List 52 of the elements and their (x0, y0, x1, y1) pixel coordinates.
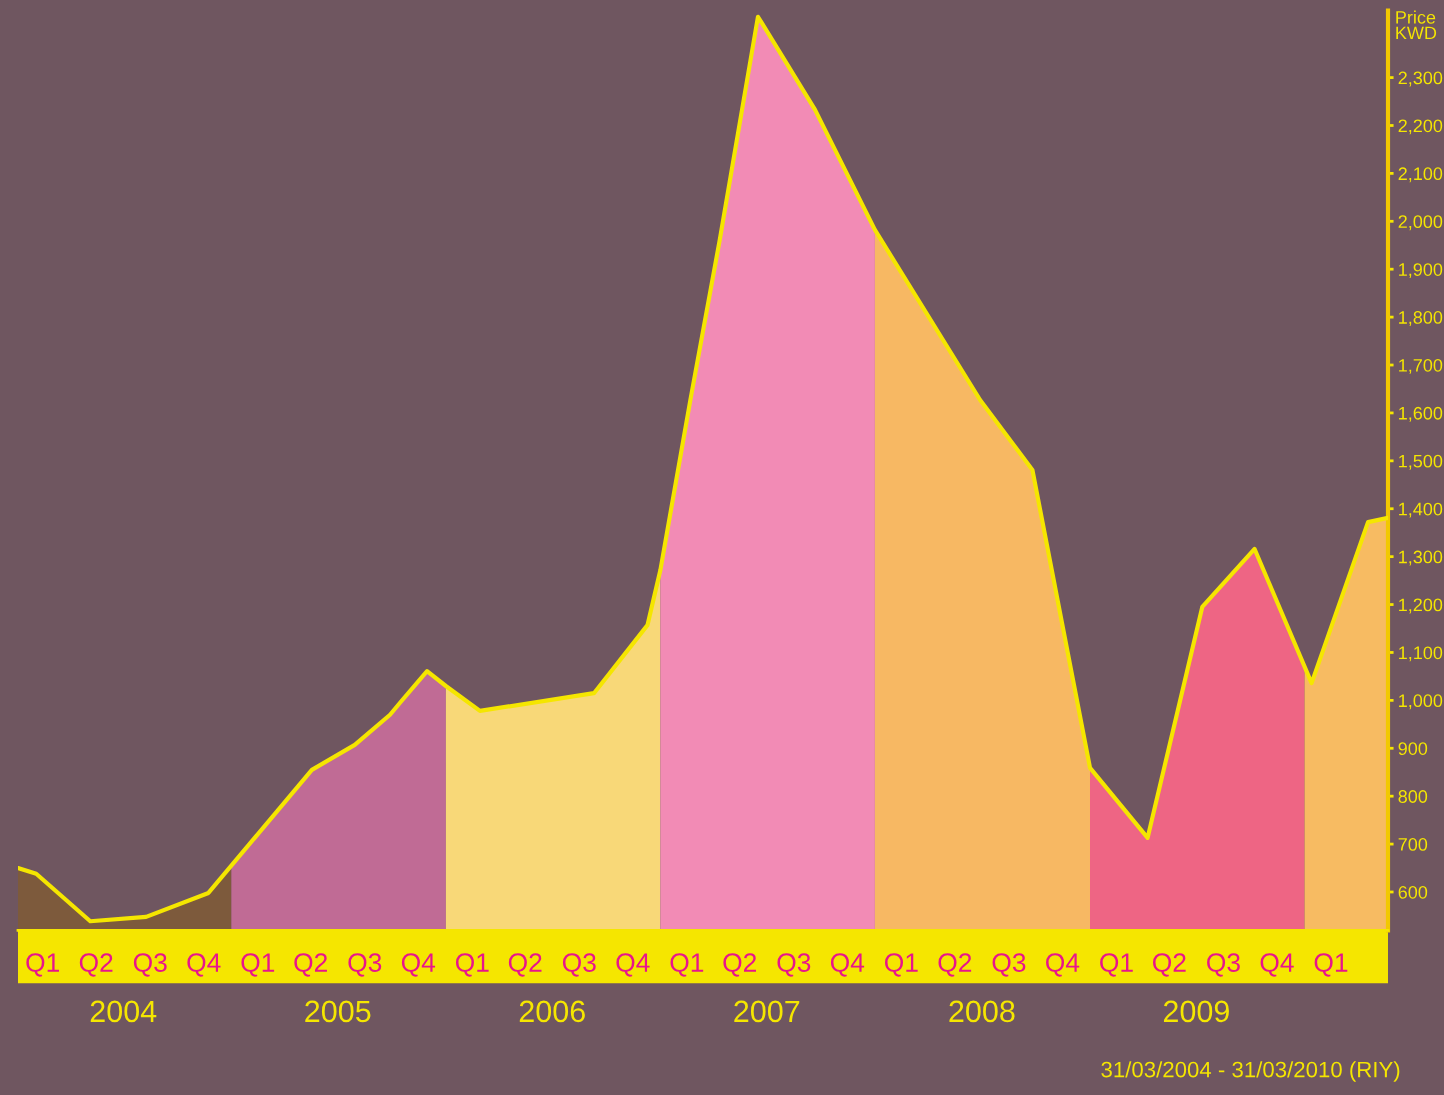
x2-tick-label: Q1 (885, 953, 918, 977)
y-tick-label: 700 (1398, 838, 1428, 851)
x2-tick-label: Q1 (26, 953, 59, 977)
x-tick-label: 2007 (734, 1000, 800, 1023)
y-tick-label: 1,500 (1399, 454, 1443, 470)
y-tick-label: 2,000 (1398, 215, 1443, 231)
x2-tick-label: Q1 (1100, 953, 1133, 977)
x2-tick-label: Q3 (992, 953, 1026, 977)
x2-tick-label: Q4 (187, 953, 221, 977)
x2-tick-label: Q4 (401, 953, 436, 977)
x2-tick-label: Q4 (1260, 953, 1294, 977)
x2-tick-label: Q2 (723, 953, 757, 977)
y-tick-label: 800 (1398, 790, 1428, 803)
x2-tick-label: Q2 (938, 953, 972, 977)
line-series (18, 14, 1388, 924)
y-tick-label: 1,200 (1399, 598, 1443, 614)
y-tick-label: 1,700 (1399, 358, 1443, 374)
x2-tick-label: Q1 (670, 953, 704, 977)
y-tick-label: 2,100 (1398, 167, 1443, 183)
x2-tick-label: Q4 (616, 953, 650, 977)
x2-tick-label: Q4 (830, 953, 865, 977)
y-tick-label: 1,100 (1399, 646, 1443, 662)
x2-tick-label: Q3 (777, 953, 811, 977)
x2-tick-label: Q3 (562, 953, 596, 977)
y-tick-label: 1,900 (1399, 263, 1443, 279)
x2-tick-label: Q3 (1207, 953, 1240, 977)
x2-tick-label: Q2 (1153, 953, 1186, 977)
x2-tick-label: Q2 (294, 953, 327, 977)
text: 31/03/2004 - 31/03/2010 (RIY) (1101, 1061, 1400, 1082)
x2-tick-label: Q1 (1314, 953, 1348, 977)
y-tick-label: 1,400 (1399, 502, 1443, 518)
x2-tick-label: Q2 (508, 953, 542, 977)
x-tick-label: 2006 (519, 1000, 585, 1023)
x-tick-label: 2009 (1163, 1000, 1229, 1023)
x-tick-label: 2004 (90, 1000, 157, 1023)
x-tick-label: 2008 (949, 1000, 1015, 1023)
y-tick-label: 600 (1398, 885, 1428, 899)
y-tick-label: 1,300 (1399, 550, 1443, 566)
x2-tick-label: Q1 (455, 953, 489, 977)
x-tick-label: 2005 (305, 1000, 371, 1023)
y-tick-label: 1,600 (1399, 406, 1443, 422)
y-tick-label: 900 (1398, 742, 1428, 755)
x2-tick-label: Q3 (133, 953, 167, 977)
y-tick-label: 2,200 (1398, 119, 1443, 135)
x2-tick-label: Q3 (348, 953, 382, 977)
y-tick-label: 1,000 (1399, 694, 1443, 710)
y-tick-label: 1,800 (1399, 311, 1443, 326)
y-axis-title: Price KWD (1396, 10, 1437, 40)
x2-tick-label: Q1 (241, 953, 275, 977)
x2-tick-label: Q4 (1046, 953, 1080, 977)
y-tick-label: 2,300 (1398, 71, 1443, 87)
x2-tick-label: Q2 (79, 953, 113, 977)
